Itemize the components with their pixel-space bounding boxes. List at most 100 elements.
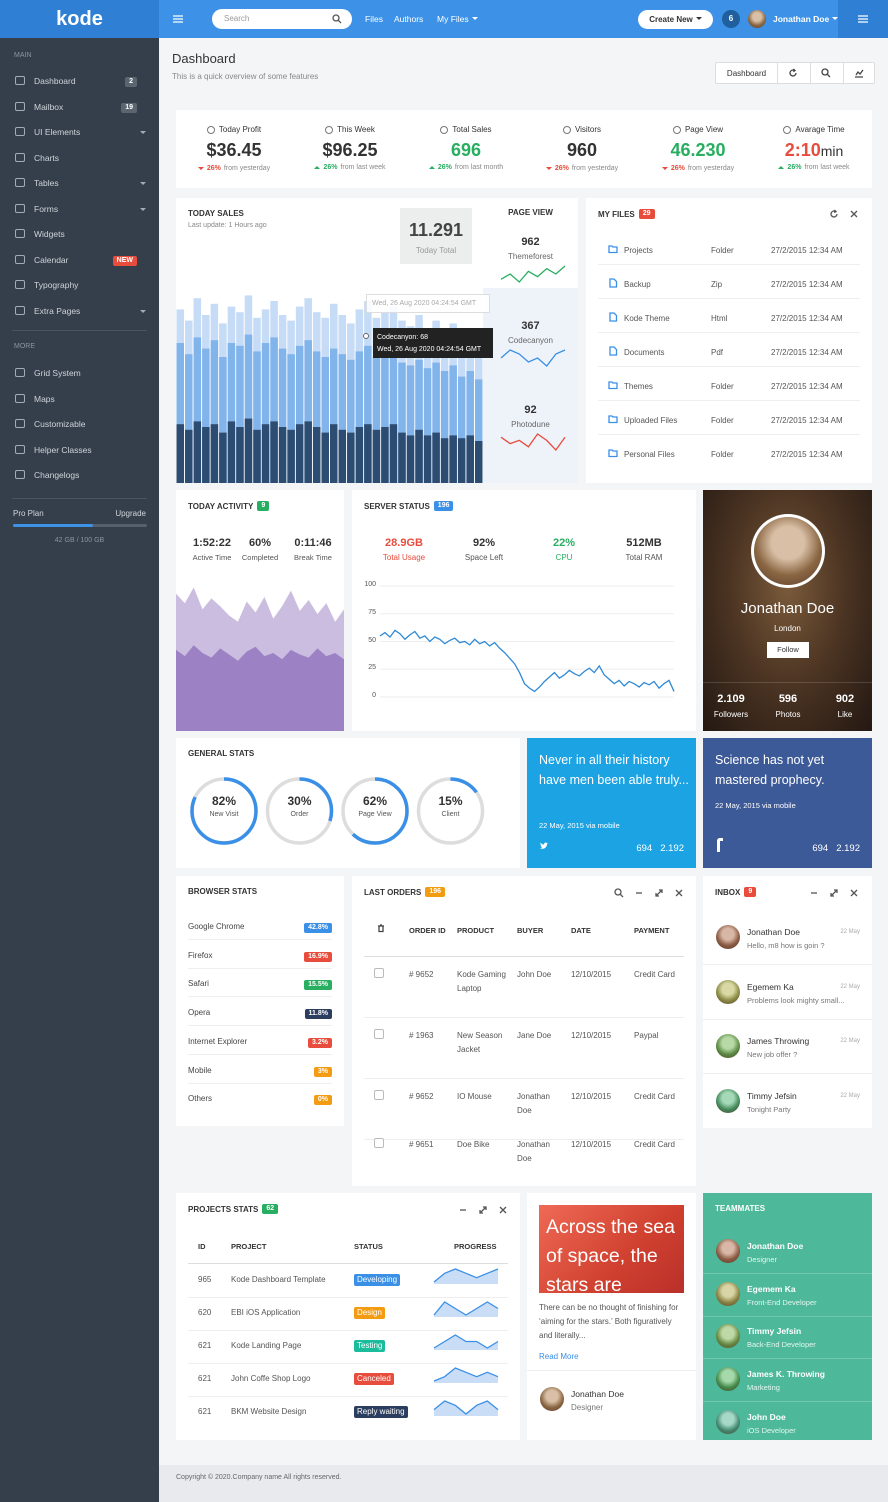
sender-name[interactable]: James Throwing <box>747 1036 810 1046</box>
tooltip: Codecanyon: 68 Wed, 26 Aug 2020 04:24:54 … <box>373 328 493 358</box>
sidebar-item[interactable]: Dashboard 2 <box>0 71 159 91</box>
y-tick-label: 0 <box>372 692 376 699</box>
row-divider <box>188 1025 332 1027</box>
icon-search <box>821 68 829 76</box>
file-name[interactable]: Uploaded Files <box>624 416 678 425</box>
action-count[interactable]: 2.192 <box>836 843 860 854</box>
checkbox[interactable] <box>374 1090 384 1100</box>
file-name[interactable]: Themes <box>624 382 653 391</box>
sender-name[interactable]: Jonathan Doe <box>747 927 800 937</box>
page-subtitle: This is a quick overview of some feature… <box>172 72 319 81</box>
activity-label: Break Time <box>294 553 332 562</box>
sidebar-item[interactable]: Forms <box>0 199 159 219</box>
widget-header: MY FILES 29 <box>598 209 655 219</box>
sidebar-item[interactable]: UI Elements <box>0 122 159 142</box>
sidebar-item[interactable]: Maps <box>0 389 159 409</box>
action-count[interactable]: 694 <box>636 843 653 854</box>
menu-label: Extra Pages <box>34 305 81 316</box>
header-button[interactable]: Dashboard <box>726 69 767 78</box>
menu-label: Customizable <box>34 419 86 429</box>
gauge-value: 62% <box>362 794 388 808</box>
activity-label: Active Time <box>192 553 232 562</box>
teammate-name[interactable]: Egemem Ka <box>747 1283 796 1294</box>
file-name[interactable]: Documents <box>624 348 665 357</box>
widget-header: LAST ORDERS 196 <box>364 887 446 897</box>
change-note: from yesterday <box>687 165 735 172</box>
menu-icon <box>15 101 25 111</box>
notification-badge[interactable]: 6 <box>722 10 740 28</box>
y-tick-label: 25 <box>368 664 376 672</box>
sales-bar <box>227 343 236 483</box>
twitter-card: Never in all their history have men been… <box>527 738 696 868</box>
checkbox[interactable] <box>374 1138 384 1148</box>
sidebar-item[interactable]: Widgets <box>0 224 159 244</box>
badge: 15.5% <box>304 980 332 991</box>
sidebar-item[interactable]: Calendar NEW <box>0 250 159 270</box>
sales-bar <box>261 424 270 483</box>
sales-bar <box>236 345 244 483</box>
action-count[interactable]: 2.192 <box>660 843 684 854</box>
nav-link[interactable]: Authors <box>394 14 424 24</box>
project-name: Kode Landing Page <box>231 1341 302 1350</box>
change-value: 26% <box>437 164 452 171</box>
project-id: 621 <box>198 1407 212 1416</box>
project-name: John Coffe Shop Logo <box>231 1374 311 1383</box>
today-total: 11.291 <box>408 220 464 240</box>
sidebar-item[interactable]: Charts <box>0 148 159 168</box>
file-name[interactable]: Backup <box>624 280 651 289</box>
sidebar-item[interactable]: Grid System <box>0 363 159 383</box>
stat-value-row: 696 <box>408 140 524 161</box>
caret <box>832 17 839 23</box>
section-label: MAIN <box>14 52 32 59</box>
stat-value-row: 2:10 min <box>756 140 872 161</box>
sales-bar <box>457 376 466 483</box>
sidebar-item[interactable]: Changelogs <box>0 465 159 485</box>
stat-icon <box>562 125 571 134</box>
file-name[interactable]: Projects <box>624 246 653 255</box>
icon <box>173 15 183 23</box>
file-name[interactable]: Personal Files <box>624 450 675 459</box>
blog-headline: Across the sea of space, the stars are <box>546 1216 675 1293</box>
file-name[interactable]: Kode Theme <box>624 314 670 323</box>
user-name[interactable]: Jonathan Doe <box>773 14 839 24</box>
sales-bar <box>312 351 321 483</box>
row-divider <box>598 332 860 333</box>
server-line <box>379 629 675 693</box>
sidebar-item[interactable]: Customizable <box>0 414 159 434</box>
sidebar-item[interactable]: Helper Classes <box>0 440 159 460</box>
general-stats-widget: GENERAL STATS 82% New Visit 30% Order 62% Page… <box>176 738 520 868</box>
widget-title: SERVER STATUS <box>364 501 430 511</box>
nav-link[interactable]: Files <box>365 14 383 24</box>
separator <box>810 63 811 83</box>
teammate-name[interactable]: Jonathan Doe <box>747 1241 804 1251</box>
message-date: 22 May <box>840 1092 860 1099</box>
file-date: 27/2/2015 12:34 AM <box>771 246 843 255</box>
sender-name[interactable]: Egemem Ka <box>747 981 794 992</box>
sidebar-item[interactable]: Mailbox 19 <box>0 97 159 117</box>
sender-name[interactable]: Timmy Jefsin <box>747 1090 797 1101</box>
stat-change: 26% from yesterday <box>524 164 640 173</box>
widget-title: LAST ORDERS <box>364 887 422 897</box>
search-box[interactable]: Search <box>212 9 352 29</box>
sidebar-item[interactable]: Tables <box>0 173 159 193</box>
checkbox[interactable] <box>374 1029 384 1039</box>
read-more-link[interactable]: Read More <box>539 1352 579 1361</box>
sidebar-item[interactable]: Typography <box>0 275 159 295</box>
teammate-name[interactable]: John Doe <box>747 1411 786 1422</box>
checkbox[interactable] <box>374 968 384 978</box>
order-cell: Jane Doe <box>517 1031 552 1040</box>
upgrade-link[interactable]: Upgrade <box>115 509 146 518</box>
teammate-name[interactable]: James K. Throwing <box>747 1369 825 1380</box>
order-cell: 12/10/2015 <box>571 970 612 979</box>
icon-x <box>850 210 858 218</box>
follow-button[interactable]: Follow <box>767 642 809 658</box>
badge: Developing <box>354 1274 401 1286</box>
teammate-name[interactable]: Timmy Jefsin <box>747 1326 802 1337</box>
separator <box>843 63 844 83</box>
action-count[interactable]: 694 <box>812 843 829 854</box>
nav-link[interactable]: My Files <box>437 14 478 24</box>
row-divider <box>188 1363 508 1364</box>
browser-badge-holder: 11.8% <box>304 1008 332 1020</box>
sidebar-item[interactable]: Extra Pages <box>0 301 159 321</box>
create-new-button[interactable]: Create New <box>638 10 713 29</box>
